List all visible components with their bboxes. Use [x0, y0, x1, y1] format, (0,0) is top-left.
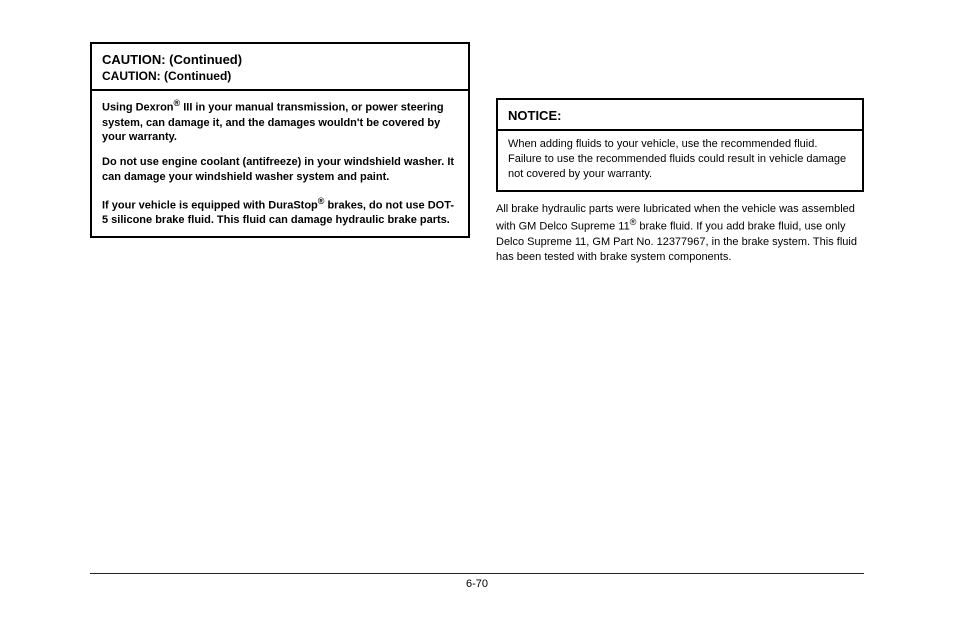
- after-notice-para: All brake hydraulic parts were lubricate…: [496, 202, 864, 265]
- caution-para-1: Using Dexron® III in your manual transmi…: [102, 97, 458, 145]
- notice-title: NOTICE:: [508, 108, 852, 123]
- caution-box: CAUTION: (Continued) CAUTION: (Continued…: [90, 42, 470, 238]
- caution-box-header: CAUTION: (Continued) CAUTION: (Continued…: [92, 44, 468, 91]
- notice-box-body: When adding fluids to your vehicle, use …: [498, 131, 862, 190]
- caution-para-1a: Using Dexron: [102, 102, 174, 114]
- caution-para-2: Do not use engine coolant (antifreeze) i…: [102, 155, 458, 185]
- caution-title-main: CAUTION: (Continued): [102, 52, 458, 67]
- notice-body-text: When adding fluids to your vehicle, use …: [508, 137, 852, 182]
- page-number: 6-70: [90, 578, 864, 590]
- right-spacer: [496, 42, 864, 98]
- caution-title-sub: CAUTION: (Continued): [102, 69, 458, 83]
- caution-box-body: Using Dexron® III in your manual transmi…: [92, 91, 468, 236]
- footer-rule: [90, 573, 864, 574]
- notice-box-header: NOTICE:: [498, 100, 862, 131]
- footer-rule-wrap: 6-70: [90, 573, 864, 590]
- caution-para-3a: If your vehicle is equipped with DuraSto…: [102, 200, 318, 212]
- caution-para-3: If your vehicle is equipped with DuraSto…: [102, 195, 458, 228]
- notice-box: NOTICE: When adding fluids to your vehic…: [496, 98, 864, 192]
